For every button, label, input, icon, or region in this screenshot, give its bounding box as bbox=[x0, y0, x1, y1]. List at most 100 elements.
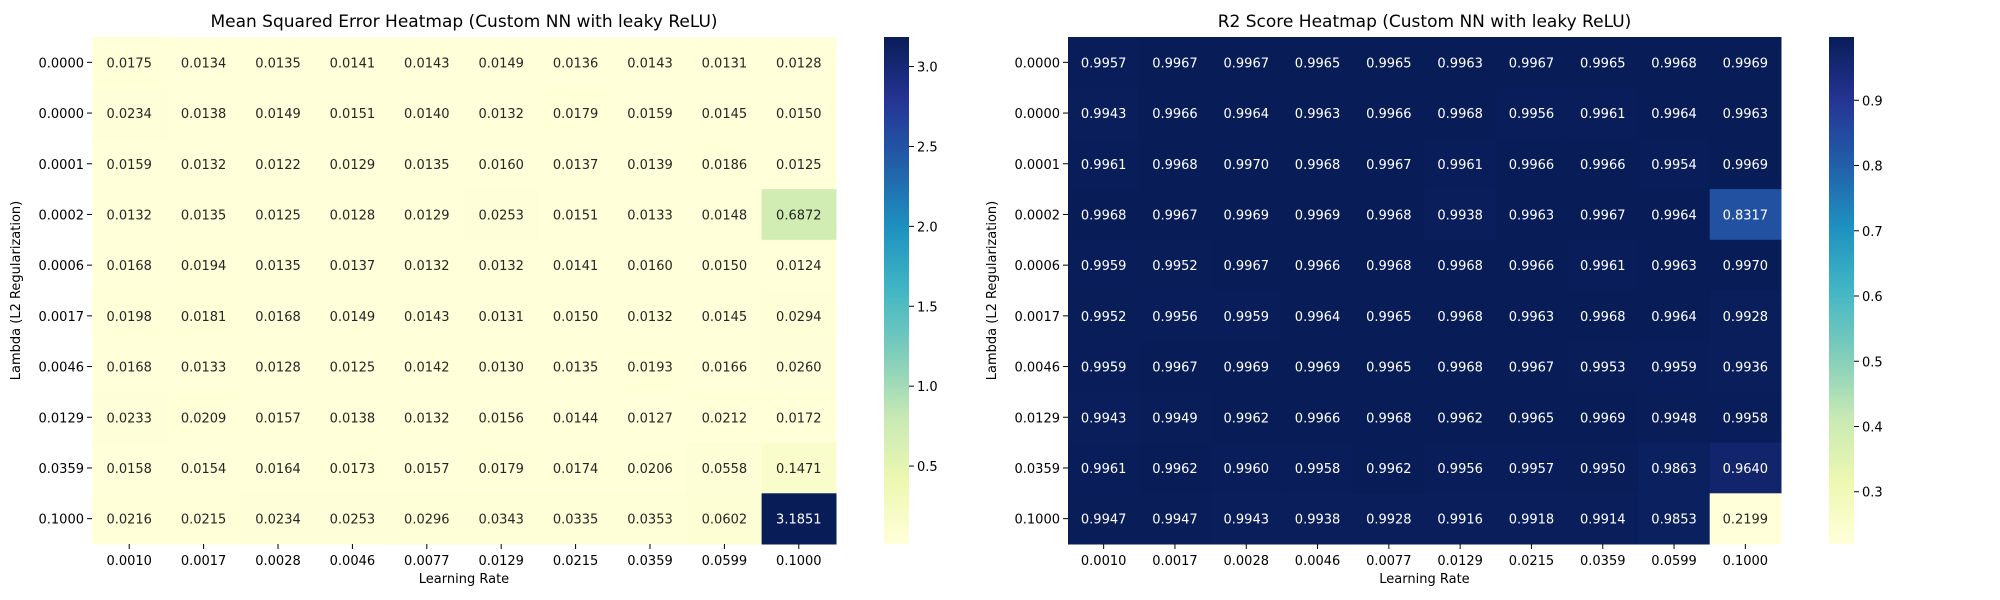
cell-value-label: 0.9969 bbox=[1295, 361, 1341, 376]
cell-value-label: 3.1851 bbox=[776, 513, 822, 528]
heatmap-cell bbox=[1068, 239, 1140, 291]
heatmap-cell bbox=[1567, 391, 1639, 444]
heatmap-cell bbox=[538, 391, 614, 444]
heatmap-cell bbox=[612, 442, 688, 494]
cell-value-label: 0.0179 bbox=[478, 462, 524, 477]
cell-value-label: 0.0133 bbox=[627, 208, 673, 223]
y-tick-label: 0.0000 bbox=[39, 107, 85, 122]
cell-value-label: 0.0149 bbox=[478, 56, 524, 71]
heatmap-cell bbox=[1638, 189, 1711, 241]
x-axis-label: Learning Rate bbox=[419, 572, 509, 587]
cell-value-label: 0.9963 bbox=[1651, 259, 1697, 274]
cell-value-label: 0.0175 bbox=[106, 56, 152, 71]
heatmap-cell bbox=[240, 189, 316, 241]
cell-value-label: 0.9969 bbox=[1295, 208, 1341, 223]
heatmap-cell bbox=[1567, 138, 1639, 190]
cell-value-label: 0.9968 bbox=[1437, 107, 1483, 122]
heatmap-cell bbox=[92, 493, 167, 545]
cell-value-label: 0.9956 bbox=[1437, 462, 1483, 477]
cell-value-label: 0.0137 bbox=[553, 158, 599, 173]
cell-value-label: 0.0156 bbox=[478, 411, 524, 426]
cell-value-label: 0.9968 bbox=[1366, 208, 1412, 223]
cell-value-label: 0.0150 bbox=[553, 310, 599, 325]
cell-value-label: 0.9950 bbox=[1580, 462, 1626, 477]
cell-value-label: 0.9969 bbox=[1224, 208, 1270, 223]
cell-value-label: 0.0160 bbox=[478, 158, 524, 173]
heatmap-cell bbox=[1567, 442, 1639, 494]
cell-value-label: 0.0168 bbox=[255, 310, 301, 325]
cell-value-label: 0.9959 bbox=[1081, 259, 1127, 274]
cell-value-label: 0.9952 bbox=[1152, 259, 1198, 274]
heatmap-cell bbox=[1638, 37, 1711, 89]
cell-value-label: 0.9959 bbox=[1081, 361, 1127, 376]
cell-value-label: 0.0150 bbox=[702, 259, 748, 274]
heatmap-cell bbox=[1210, 239, 1283, 291]
cell-value-label: 0.2199 bbox=[1723, 513, 1769, 528]
y-tick-label: 0.0002 bbox=[1015, 208, 1061, 223]
cell-value-label: 0.8317 bbox=[1723, 208, 1769, 223]
heatmap-cell bbox=[1068, 391, 1140, 444]
x-tick-label: 0.0359 bbox=[1580, 554, 1626, 569]
heatmap-cell bbox=[1424, 341, 1497, 393]
heatmap-cell bbox=[240, 37, 316, 89]
cell-value-label: 0.0128 bbox=[776, 56, 822, 71]
cell-value-label: 0.9961 bbox=[1081, 158, 1127, 173]
heatmap-cell bbox=[315, 391, 391, 444]
heatmap-cell bbox=[761, 37, 837, 89]
cell-value-label: 0.1471 bbox=[776, 462, 822, 477]
heatmap-cell bbox=[464, 341, 539, 393]
heatmap-cell bbox=[1709, 290, 1782, 342]
heatmap-cell bbox=[1567, 87, 1639, 139]
heatmap-cell bbox=[1424, 290, 1497, 342]
heatmap-cell bbox=[166, 290, 242, 342]
heatmap-cell bbox=[1353, 341, 1425, 393]
cell-value-label: 0.9963 bbox=[1509, 310, 1555, 325]
chart-title: R2 Score Heatmap (Custom NN with leaky R… bbox=[1218, 12, 1632, 32]
cell-value-label: 0.0194 bbox=[181, 259, 227, 274]
cell-value-label: 0.9948 bbox=[1651, 411, 1697, 426]
cell-value-label: 0.0186 bbox=[702, 158, 748, 173]
cell-value-label: 0.0132 bbox=[181, 158, 227, 173]
cell-value-label: 0.9967 bbox=[1152, 208, 1198, 223]
heatmap-cell bbox=[1139, 493, 1212, 545]
y-tick-label: 0.0001 bbox=[1015, 158, 1061, 173]
cell-value-label: 0.0164 bbox=[255, 462, 301, 477]
cell-value-label: 0.0151 bbox=[553, 208, 599, 223]
y-tick-label: 0.0001 bbox=[39, 158, 85, 173]
heatmap-cell bbox=[166, 239, 242, 291]
heatmap-cell bbox=[612, 493, 688, 545]
cell-value-label: 0.0558 bbox=[702, 462, 748, 477]
heatmap-cell bbox=[1353, 239, 1425, 291]
cell-value-label: 0.0150 bbox=[776, 107, 822, 122]
cell-value-label: 0.0122 bbox=[255, 158, 301, 173]
heatmap-cell bbox=[1495, 37, 1568, 89]
cell-value-label: 0.9961 bbox=[1081, 462, 1127, 477]
cell-value-label: 0.9968 bbox=[1437, 310, 1483, 325]
heatmap-cell bbox=[1139, 87, 1212, 139]
heatmap-cell bbox=[761, 189, 837, 241]
heatmap-cell bbox=[240, 341, 316, 393]
cell-value-label: 0.0159 bbox=[106, 158, 152, 173]
cell-value-label: 0.9969 bbox=[1723, 158, 1769, 173]
y-tick-label: 0.1000 bbox=[39, 513, 85, 528]
x-tick-label: 0.0077 bbox=[1366, 554, 1412, 569]
y-tick-label: 0.0359 bbox=[39, 462, 85, 477]
heatmap-cell bbox=[389, 189, 465, 241]
cell-value-label: 0.0215 bbox=[181, 513, 227, 528]
heatmap-cell bbox=[464, 442, 539, 494]
heatmap-cell bbox=[464, 290, 539, 342]
cell-value-label: 0.0160 bbox=[627, 259, 673, 274]
heatmap-cell bbox=[1281, 138, 1354, 190]
cell-value-label: 0.9966 bbox=[1366, 107, 1412, 122]
cell-value-label: 0.9958 bbox=[1723, 411, 1769, 426]
cell-value-label: 0.9967 bbox=[1224, 56, 1270, 71]
cell-value-label: 0.0193 bbox=[627, 361, 673, 376]
cell-value-label: 0.0125 bbox=[330, 361, 376, 376]
cell-value-label: 0.0131 bbox=[478, 310, 524, 325]
cell-value-label: 0.0143 bbox=[404, 56, 450, 71]
heatmap-cell bbox=[389, 391, 465, 444]
cell-value-label: 0.9947 bbox=[1081, 513, 1127, 528]
heatmap-cell bbox=[92, 391, 167, 444]
heatmap-cell bbox=[1068, 493, 1140, 545]
mse-heatmap-chart: Mean Squared Error Heatmap (Custom NN wi… bbox=[9, 12, 938, 587]
